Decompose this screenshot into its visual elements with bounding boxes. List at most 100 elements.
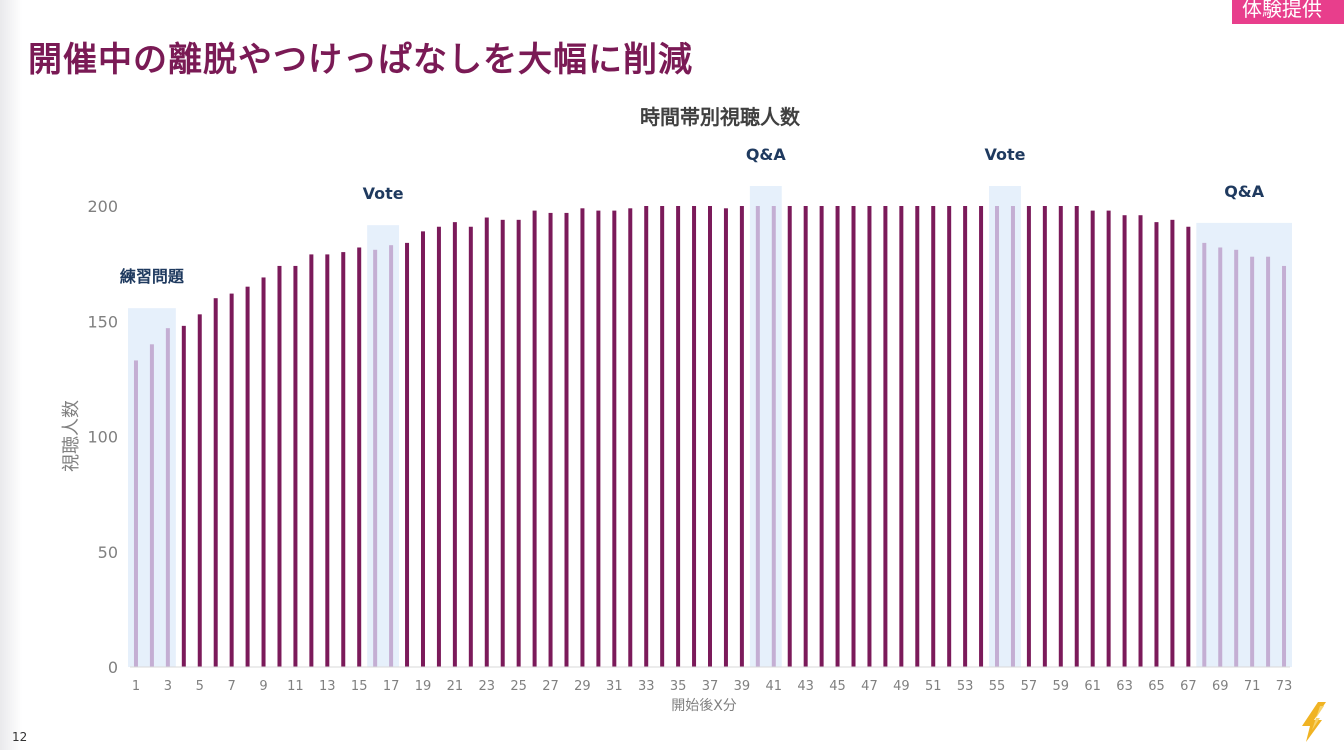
bar-minute-35	[676, 206, 681, 667]
bar-minute-60	[1074, 206, 1079, 667]
bar-series	[133, 206, 1287, 668]
bar-minute-55	[995, 206, 1000, 667]
bar-minute-52	[947, 206, 952, 667]
bar-minute-72	[1266, 256, 1271, 667]
bar-minute-19	[420, 231, 425, 668]
x-tick-label-47: 47	[861, 679, 878, 694]
bar-minute-62	[1106, 210, 1111, 668]
y-tick-label-100: 100	[87, 428, 118, 447]
bar-minute-59	[1058, 206, 1063, 667]
bar-minute-25	[516, 219, 521, 667]
x-tick-label-49: 49	[893, 679, 910, 694]
y-tick-label-50: 50	[98, 543, 118, 562]
highlight-band-4	[989, 186, 1021, 667]
bar-minute-66	[1170, 219, 1175, 667]
x-tick-label-31: 31	[606, 679, 623, 694]
bar-minute-12	[309, 254, 314, 667]
bar-minute-42	[787, 206, 792, 667]
bar-minute-23	[484, 217, 489, 667]
bar-minute-63	[1122, 215, 1127, 667]
bar-minute-6	[213, 298, 218, 667]
company-logo-icon	[1302, 702, 1326, 742]
x-tick-label-5: 5	[196, 679, 204, 694]
y-axis-title: 視聴人数	[61, 400, 82, 472]
bar-minute-65	[1154, 222, 1159, 667]
bar-minute-70	[1234, 249, 1239, 668]
top-right-tag: 体験提供	[1232, 0, 1344, 24]
x-tick-label-41: 41	[766, 679, 783, 694]
bar-minute-2	[149, 344, 154, 667]
bar-minute-21	[452, 222, 457, 667]
x-tick-label-19: 19	[415, 679, 432, 694]
x-tick-label-23: 23	[478, 679, 495, 694]
y-tick-label-0: 0	[108, 658, 118, 677]
highlight-band-3	[749, 186, 782, 667]
bar-minute-48	[883, 206, 888, 667]
bar-minute-13	[325, 254, 330, 667]
bar-minute-37	[708, 206, 712, 667]
bar-minute-51	[931, 206, 936, 667]
bar-minute-4	[181, 325, 186, 667]
x-tick-label-71: 71	[1244, 679, 1261, 694]
x-tick-label-11: 11	[287, 679, 304, 694]
x-tick-label-57: 57	[1021, 679, 1038, 694]
x-tick-label-35: 35	[670, 679, 687, 694]
bar-minute-17	[389, 245, 394, 667]
x-tick-label-17: 17	[383, 679, 400, 694]
x-tick-label-51: 51	[925, 679, 942, 694]
x-tick-label-69: 69	[1212, 679, 1229, 694]
y-tick-label-150: 150	[87, 312, 118, 331]
bar-minute-49	[899, 206, 904, 667]
bar-minute-33	[644, 206, 649, 667]
bar-minute-68	[1202, 242, 1207, 667]
annotation-label-5: Q&A	[1224, 182, 1265, 201]
page-number: 12	[12, 730, 28, 744]
bar-minute-9	[261, 277, 266, 667]
bar-minute-3	[165, 328, 170, 667]
x-tick-label-7: 7	[228, 679, 236, 694]
x-tick-label-45: 45	[829, 679, 846, 694]
x-tick-label-73: 73	[1276, 679, 1293, 694]
bar-minute-20	[436, 226, 441, 667]
x-tick-label-29: 29	[574, 679, 591, 694]
bar-minute-39	[739, 206, 744, 667]
x-tick-label-1: 1	[132, 679, 140, 694]
bar-minute-26	[532, 210, 537, 668]
bar-minute-45	[835, 206, 840, 667]
bar-minute-22	[468, 226, 473, 667]
bar-minute-61	[1090, 210, 1095, 668]
bar-minute-8	[245, 286, 250, 667]
x-tick-label-33: 33	[638, 679, 655, 694]
bar-minute-38	[723, 208, 728, 667]
bar-minute-71	[1250, 256, 1255, 667]
bar-minute-36	[692, 206, 697, 667]
highlight-annotations: 練習問題 Vote Q&A Vote Q&A	[120, 145, 1265, 286]
bar-minute-29	[580, 208, 585, 667]
bar-minute-47	[867, 206, 872, 667]
page-title: 開催中の離脱やつけっぱなしを大幅に削減	[28, 40, 693, 80]
bar-minute-18	[405, 242, 410, 667]
bar-minute-57	[1026, 206, 1031, 667]
y-axis-ticks: 0 50 100 150 200	[87, 197, 118, 677]
bar-minute-30	[596, 210, 601, 668]
x-tick-label-27: 27	[542, 679, 559, 694]
bar-minute-15	[357, 247, 362, 668]
x-tick-label-61: 61	[1084, 679, 1101, 694]
x-tick-label-63: 63	[1116, 679, 1133, 694]
x-axis-ticks: 1 3 5 7 9 11 13 15 17 19 21 23 25 27 29 31 33 35 37 39 41 43 4…	[132, 679, 1292, 694]
bar-minute-24	[500, 219, 505, 667]
bar-minute-28	[564, 212, 569, 668]
bar-minute-34	[660, 206, 665, 667]
bar-minute-41	[771, 206, 776, 667]
x-tick-label-65: 65	[1148, 679, 1165, 694]
bar-minute-73	[1282, 265, 1287, 667]
x-axis-title: 開始後X分	[671, 698, 737, 714]
bar-minute-64	[1138, 215, 1143, 667]
highlight-band-5	[1196, 222, 1292, 667]
x-tick-label-13: 13	[319, 679, 336, 694]
x-tick-label-21: 21	[447, 679, 464, 694]
x-tick-label-25: 25	[510, 679, 527, 694]
left-edge-shadow	[0, 0, 22, 750]
